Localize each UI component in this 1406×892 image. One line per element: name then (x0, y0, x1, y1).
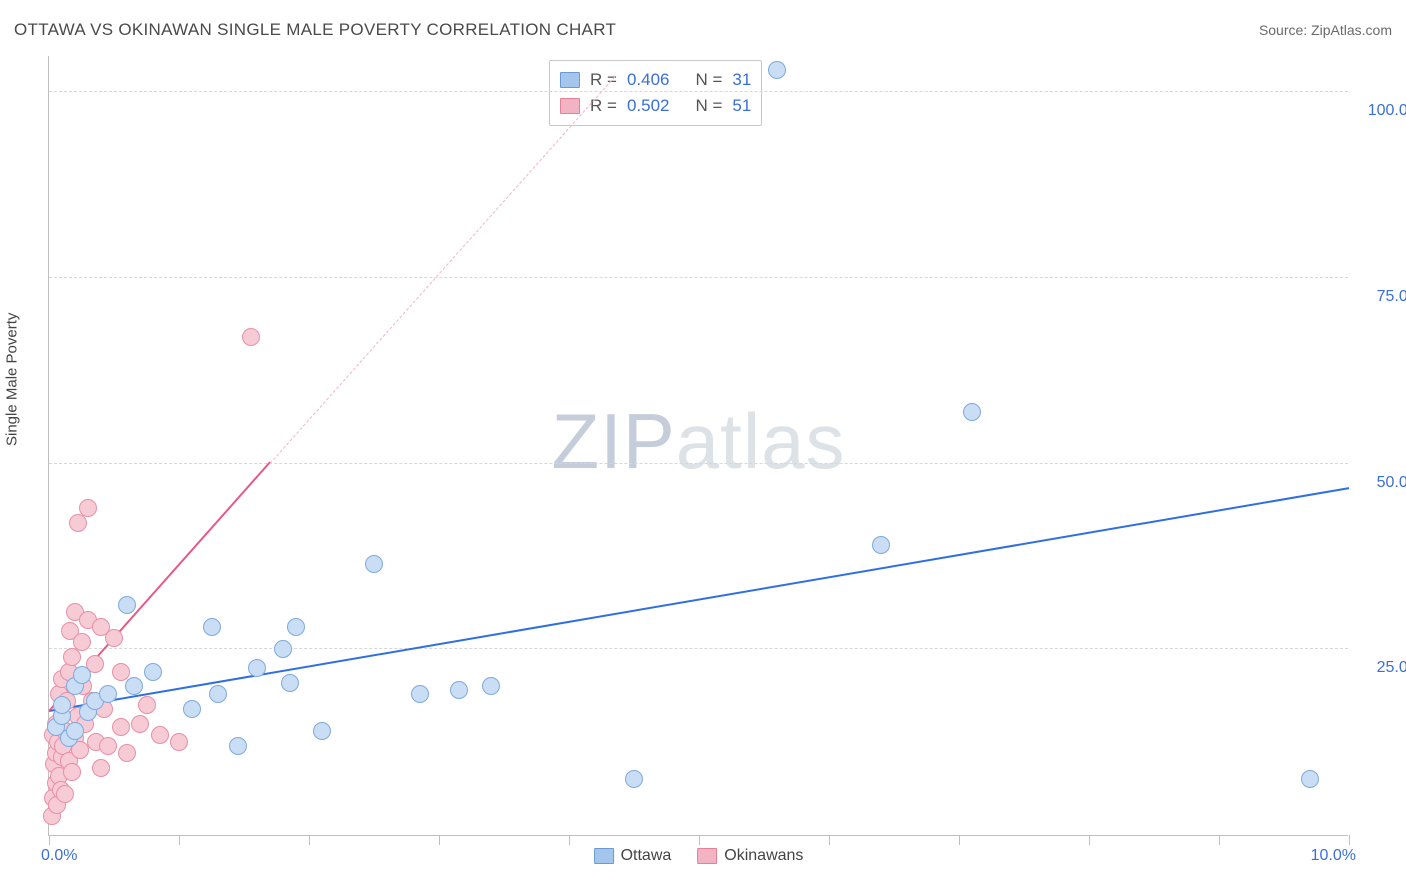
scatter-point-ottawa (125, 677, 143, 695)
legend-item: Okinawans (697, 847, 803, 865)
stat-r-value: 0.406 (627, 67, 670, 93)
chart-title: OTTAWA VS OKINAWAN SINGLE MALE POVERTY C… (14, 20, 616, 40)
scatter-point-ottawa (229, 737, 247, 755)
scatter-point-okinawans (56, 785, 74, 803)
scatter-point-ottawa (365, 555, 383, 573)
gridline-h (49, 91, 1348, 92)
legend-swatch (594, 848, 614, 864)
scatter-point-okinawans (151, 726, 169, 744)
legend-swatch (560, 98, 580, 114)
chart-container: OTTAWA VS OKINAWAN SINGLE MALE POVERTY C… (0, 0, 1406, 892)
scatter-point-ottawa (183, 700, 201, 718)
scatter-point-okinawans (63, 763, 81, 781)
scatter-point-ottawa (1301, 770, 1319, 788)
scatter-point-okinawans (138, 696, 156, 714)
scatter-point-okinawans (242, 328, 260, 346)
watermark: ZIPatlas (551, 395, 845, 486)
x-tick-mark (179, 835, 180, 845)
x-tick-mark (959, 835, 960, 845)
scatter-point-ottawa (248, 659, 266, 677)
stats-legend-box: R =0.406N =31R =0.502N =51 (549, 60, 762, 126)
scatter-point-ottawa (281, 674, 299, 692)
plot-area: ZIPatlas R =0.406N =31R =0.502N =51 Otta… (48, 56, 1348, 836)
stat-n-value: 31 (732, 67, 751, 93)
y-tick-label: 100.0% (1362, 102, 1406, 120)
stat-n-label: N = (695, 93, 722, 119)
legend-label: Okinawans (724, 847, 803, 865)
x-tick-mark (439, 835, 440, 845)
scatter-point-ottawa (768, 61, 786, 79)
trend-line (270, 76, 615, 463)
y-tick-label: 25.0% (1362, 659, 1406, 677)
x-tick-mark (1089, 835, 1090, 845)
source-attribution: Source: ZipAtlas.com (1259, 22, 1392, 38)
x-tick-mark (569, 835, 570, 845)
x-tick-max: 10.0% (1311, 847, 1356, 865)
x-tick-min: 0.0% (41, 847, 77, 865)
scatter-point-okinawans (105, 629, 123, 647)
source-name: ZipAtlas.com (1311, 22, 1392, 38)
scatter-point-ottawa (203, 618, 221, 636)
scatter-point-ottawa (872, 536, 890, 554)
legend-swatch (697, 848, 717, 864)
x-tick-mark (829, 835, 830, 845)
scatter-point-ottawa (209, 685, 227, 703)
watermark-atlas: atlas (676, 396, 846, 484)
scatter-point-ottawa (313, 722, 331, 740)
gridline-h (49, 648, 1348, 649)
scatter-point-okinawans (112, 718, 130, 736)
scatter-point-ottawa (53, 696, 71, 714)
x-axis-legend: Ottawa Okinawans (594, 847, 804, 865)
scatter-point-ottawa (99, 685, 117, 703)
stats-row: R =0.406N =31 (560, 67, 751, 93)
stat-r-label: R = (590, 93, 617, 119)
y-tick-label: 75.0% (1362, 288, 1406, 306)
legend-item: Ottawa (594, 847, 672, 865)
scatter-point-okinawans (118, 744, 136, 762)
x-tick-mark (1349, 835, 1350, 845)
scatter-point-okinawans (92, 759, 110, 777)
scatter-point-okinawans (131, 715, 149, 733)
x-tick-mark (1219, 835, 1220, 845)
scatter-point-ottawa (450, 681, 468, 699)
scatter-point-ottawa (274, 640, 292, 658)
scatter-point-ottawa (963, 403, 981, 421)
x-tick-mark (49, 835, 50, 845)
scatter-point-okinawans (69, 514, 87, 532)
source-prefix: Source: (1259, 22, 1311, 38)
stat-n-value: 51 (732, 93, 751, 119)
scatter-point-ottawa (411, 685, 429, 703)
stat-r-value: 0.502 (627, 93, 670, 119)
stat-n-label: N = (695, 67, 722, 93)
scatter-point-ottawa (625, 770, 643, 788)
scatter-point-okinawans (73, 633, 91, 651)
gridline-h (49, 277, 1348, 278)
scatter-point-okinawans (112, 663, 130, 681)
scatter-point-ottawa (144, 663, 162, 681)
scatter-point-ottawa (118, 596, 136, 614)
y-tick-label: 50.0% (1362, 474, 1406, 492)
x-tick-mark (309, 835, 310, 845)
scatter-point-okinawans (99, 737, 117, 755)
scatter-point-ottawa (482, 677, 500, 695)
scatter-point-ottawa (73, 666, 91, 684)
watermark-zip: ZIP (551, 396, 675, 484)
y-axis-label: Single Male Poverty (4, 313, 21, 446)
gridline-h (49, 463, 1348, 464)
legend-label: Ottawa (621, 847, 672, 865)
scatter-point-ottawa (66, 722, 84, 740)
legend-swatch (560, 72, 580, 88)
x-tick-mark (699, 835, 700, 845)
scatter-point-ottawa (287, 618, 305, 636)
trend-line (49, 488, 1349, 713)
scatter-point-okinawans (170, 733, 188, 751)
scatter-point-okinawans (79, 499, 97, 517)
